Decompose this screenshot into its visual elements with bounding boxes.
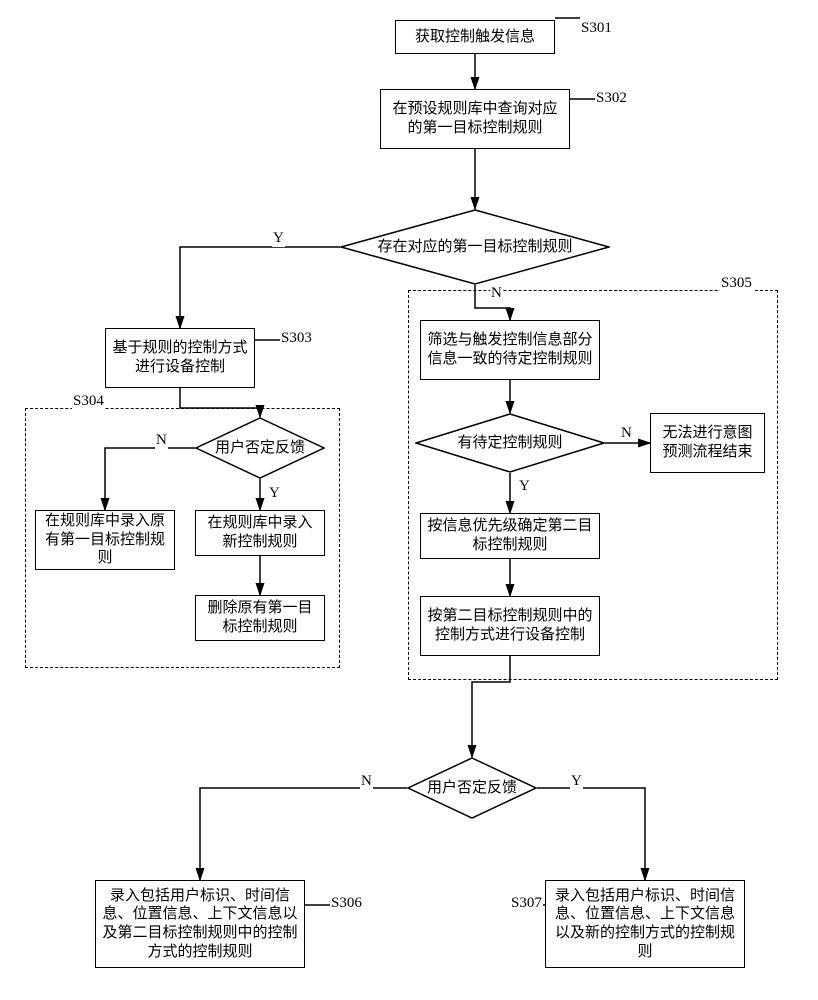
step-label-s305: S305 xyxy=(720,275,753,292)
node-text: 筛选与触发控制信息部分信息一致的待定控制规则 xyxy=(427,331,593,369)
node-s304-keep: 在规则库中录入原有第一目标控制规则 xyxy=(35,510,175,570)
node-s305-filter: 筛选与触发控制信息部分信息一致的待定控制规则 xyxy=(420,320,600,380)
step-label-s304: S304 xyxy=(72,393,105,410)
decision-s305-has: 有待定控制规则 xyxy=(415,413,605,473)
edge-label: Y xyxy=(518,478,531,495)
step-label-s307: S307 xyxy=(510,895,543,912)
node-text: 录入包括用户标识、时间信息、位置信息、上下文信息以及新的控制方式的控制规则 xyxy=(552,887,738,962)
node-s304-new: 在规则库中录入新控制规则 xyxy=(195,510,325,556)
node-text: 有待定控制规则 xyxy=(457,434,562,452)
node-text: 按信息优先级确定第二目标控制规则 xyxy=(427,517,593,555)
node-s305-end: 无法进行意图预测流程结束 xyxy=(650,413,765,473)
step-label-s301: S301 xyxy=(580,20,613,37)
edge-label: N xyxy=(620,425,633,442)
node-s303: 基于规则的控制方式进行设备控制 xyxy=(105,328,255,388)
edge-label: N xyxy=(155,432,168,449)
node-text: 获取控制触发信息 xyxy=(415,28,535,47)
node-s301: 获取控制触发信息 xyxy=(395,20,555,54)
node-text: 在预设规则库中查询对应的第一目标控制规则 xyxy=(387,100,563,138)
node-s306: 录入包括用户标识、时间信息、位置信息、上下文信息以及第二目标控制规则中的控制方式… xyxy=(95,880,305,968)
edge-label: Y xyxy=(268,485,281,502)
step-label-s306: S306 xyxy=(330,895,363,912)
node-s302: 在预设规则库中查询对应的第一目标控制规则 xyxy=(380,89,570,149)
node-text: 在规则库中录入原有第一目标控制规则 xyxy=(42,512,168,568)
node-s304-del: 删除原有第一目标控制规则 xyxy=(195,595,325,641)
decision-final: 用户否定反馈 xyxy=(407,757,537,819)
decision-d1: 存在对应的第一目标控制规则 xyxy=(340,209,610,285)
node-text: 用户否定反馈 xyxy=(215,439,305,457)
edge-label: N xyxy=(490,285,503,302)
node-s305-prio: 按信息优先级确定第二目标控制规则 xyxy=(420,513,600,559)
node-text: 无法进行意图预测流程结束 xyxy=(657,424,758,462)
decision-s304: 用户否定反馈 xyxy=(195,417,325,479)
edge-label: N xyxy=(360,773,373,790)
node-s307: 录入包括用户标识、时间信息、位置信息、上下文信息以及新的控制方式的控制规则 xyxy=(545,880,745,968)
node-text: 存在对应的第一目标控制规则 xyxy=(377,238,572,256)
step-label-s303: S303 xyxy=(280,330,313,347)
node-text: 基于规则的控制方式进行设备控制 xyxy=(112,339,248,377)
step-label-s302: S302 xyxy=(595,90,628,107)
node-text: 按第二目标控制规则中的控制方式进行设备控制 xyxy=(427,607,593,645)
node-text: 录入包括用户标识、时间信息、位置信息、上下文信息以及第二目标控制规则中的控制方式… xyxy=(102,887,298,962)
node-text: 删除原有第一目标控制规则 xyxy=(202,599,318,637)
edge-label: Y xyxy=(570,773,583,790)
node-text: 用户否定反馈 xyxy=(427,779,517,797)
node-s305-ctrl: 按第二目标控制规则中的控制方式进行设备控制 xyxy=(420,596,600,656)
node-text: 在规则库中录入新控制规则 xyxy=(202,514,318,552)
edge-label: Y xyxy=(272,230,285,247)
